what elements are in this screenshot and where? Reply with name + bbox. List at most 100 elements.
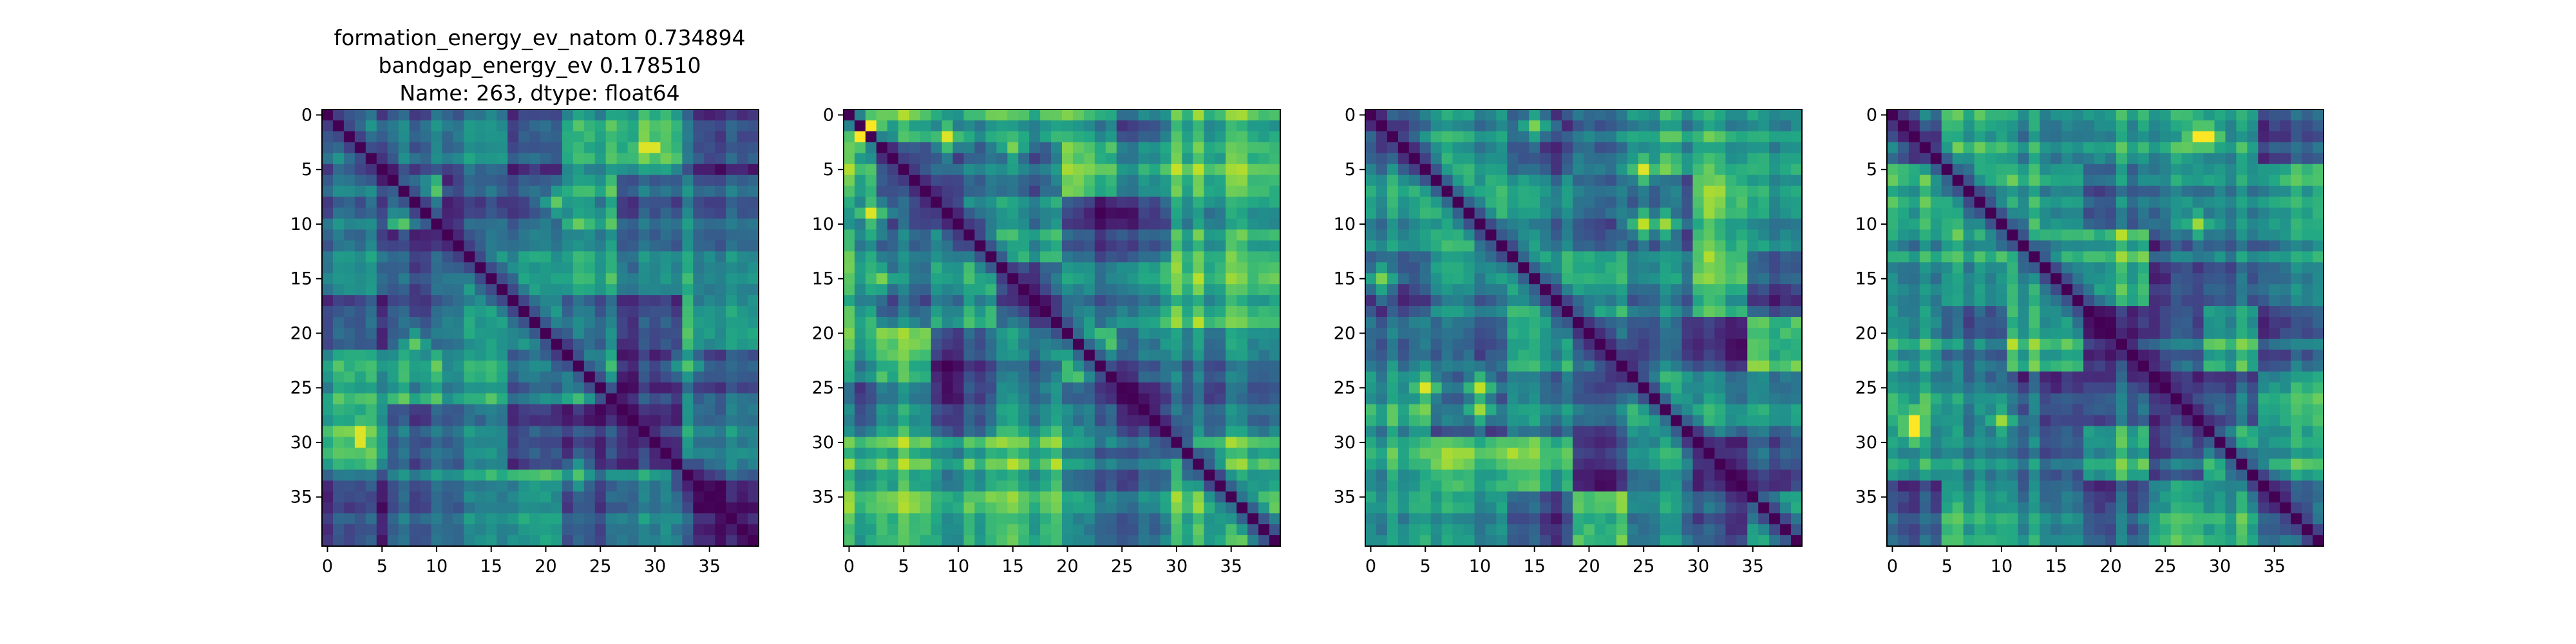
heatmap-cell bbox=[1605, 185, 1617, 198]
heatmap-cell bbox=[898, 404, 910, 416]
heatmap-cell bbox=[1029, 513, 1041, 525]
heatmap-cell bbox=[442, 535, 453, 547]
heatmap-cell bbox=[1660, 491, 1672, 503]
heatmap-cell bbox=[1127, 317, 1139, 328]
heatmap-cell bbox=[963, 491, 975, 503]
heatmap-cell bbox=[1441, 229, 1454, 241]
heatmap-cell bbox=[1627, 535, 1639, 547]
heatmap-cell bbox=[1419, 164, 1432, 176]
heatmap-cell bbox=[354, 404, 366, 416]
heatmap-cell bbox=[1127, 175, 1139, 187]
heatmap-cell bbox=[354, 229, 366, 241]
heatmap-cell bbox=[985, 513, 997, 525]
axes-frame bbox=[843, 109, 1281, 547]
heatmap-cell bbox=[726, 513, 737, 525]
heatmap-cell bbox=[486, 524, 497, 536]
heatmap-cell bbox=[1258, 360, 1270, 372]
heatmap-cell bbox=[1018, 196, 1030, 209]
heatmap-cell bbox=[1758, 317, 1770, 328]
heatmap-cell bbox=[748, 175, 759, 187]
heatmap-cell bbox=[1692, 120, 1705, 132]
heatmap-cell bbox=[1051, 175, 1063, 187]
heatmap-cell bbox=[1660, 448, 1672, 459]
heatmap-cell bbox=[1736, 415, 1748, 427]
heatmap-cell bbox=[1171, 142, 1183, 154]
heatmap-cell bbox=[985, 251, 997, 263]
heatmap-cell bbox=[1638, 459, 1650, 470]
heatmap-cell bbox=[583, 207, 596, 220]
heatmap-cell bbox=[726, 480, 737, 492]
heatmap-cell bbox=[920, 240, 932, 252]
heatmap-cell bbox=[1769, 175, 1781, 187]
heatmap-cell bbox=[1660, 284, 1672, 296]
heatmap-cell bbox=[442, 448, 453, 459]
heatmap-cell bbox=[464, 459, 475, 470]
heatmap-cell bbox=[322, 229, 334, 241]
heatmap-cell bbox=[1051, 295, 1063, 307]
heatmap-cell bbox=[1681, 229, 1694, 241]
heatmap-cell bbox=[660, 393, 672, 405]
heatmap-cell bbox=[1769, 207, 1781, 220]
heatmap-cell bbox=[1474, 349, 1486, 361]
heatmap-cell bbox=[1627, 273, 1639, 285]
heatmap-cell bbox=[1408, 153, 1421, 165]
heatmap-cell bbox=[1269, 491, 1281, 503]
heatmap-cell bbox=[365, 437, 377, 449]
heatmap-cell bbox=[952, 175, 965, 187]
heatmap-cell bbox=[529, 415, 541, 427]
heatmap-cell bbox=[1072, 164, 1084, 176]
heatmap-cell bbox=[627, 109, 639, 121]
heatmap-cell bbox=[1105, 120, 1117, 132]
heatmap-cell bbox=[649, 502, 661, 514]
heatmap-cell bbox=[365, 480, 377, 492]
heatmap-cell bbox=[475, 328, 486, 339]
heatmap-cell bbox=[1419, 513, 1432, 525]
heatmap-cell bbox=[1397, 415, 1410, 427]
heatmap-cell bbox=[1791, 164, 1803, 176]
heatmap-cell bbox=[1171, 404, 1183, 416]
heatmap-cell bbox=[1660, 131, 1672, 143]
heatmap-cell bbox=[605, 459, 618, 470]
heatmap-cell bbox=[475, 535, 486, 547]
heatmap-cell bbox=[1204, 469, 1215, 481]
heatmap-cell bbox=[844, 218, 855, 231]
heatmap-cell bbox=[562, 207, 574, 220]
heatmap-cell bbox=[1171, 393, 1183, 405]
heatmap-cell bbox=[1040, 218, 1052, 231]
heatmap-cell bbox=[1376, 371, 1388, 383]
heatmap-cell bbox=[594, 328, 607, 339]
heatmap-cell bbox=[1204, 142, 1215, 154]
heatmap-cell bbox=[1638, 371, 1650, 383]
heatmap-cell bbox=[1419, 382, 1432, 394]
heatmap-cell bbox=[1193, 175, 1204, 187]
heatmap-cell bbox=[649, 349, 661, 361]
heatmap-cell bbox=[887, 120, 899, 132]
heatmap-cell bbox=[376, 196, 388, 209]
heatmap-cell bbox=[1204, 240, 1215, 252]
heatmap-cell bbox=[1138, 349, 1150, 361]
heatmap-cell bbox=[551, 317, 563, 328]
heatmap-cell bbox=[1149, 218, 1161, 231]
heatmap-cell bbox=[1594, 131, 1606, 143]
heatmap-cell bbox=[1116, 382, 1128, 394]
heatmap-cell bbox=[1747, 284, 1759, 296]
heatmap-cell bbox=[1226, 240, 1237, 252]
heatmap-cell bbox=[1485, 404, 1497, 416]
heatmap-cell bbox=[1974, 120, 1986, 132]
heatmap-cell bbox=[1083, 262, 1095, 274]
heatmap-cell bbox=[431, 131, 443, 143]
heatmap-cell bbox=[1627, 218, 1639, 231]
heatmap-cell bbox=[1703, 109, 1715, 121]
heatmap-cell bbox=[1692, 229, 1705, 241]
heatmap-cell bbox=[1171, 175, 1183, 187]
heatmap-cell bbox=[497, 524, 508, 536]
heatmap-cell bbox=[1540, 109, 1551, 121]
heatmap-cell bbox=[529, 426, 541, 438]
heatmap-cell bbox=[1138, 404, 1150, 416]
y-tick-label: 20 bbox=[812, 323, 834, 343]
heatmap-cell bbox=[1703, 535, 1715, 547]
heatmap-cell bbox=[1204, 524, 1215, 536]
heatmap-cell bbox=[671, 469, 683, 481]
heatmap-cell bbox=[1474, 153, 1486, 165]
heatmap-cell bbox=[583, 218, 596, 231]
